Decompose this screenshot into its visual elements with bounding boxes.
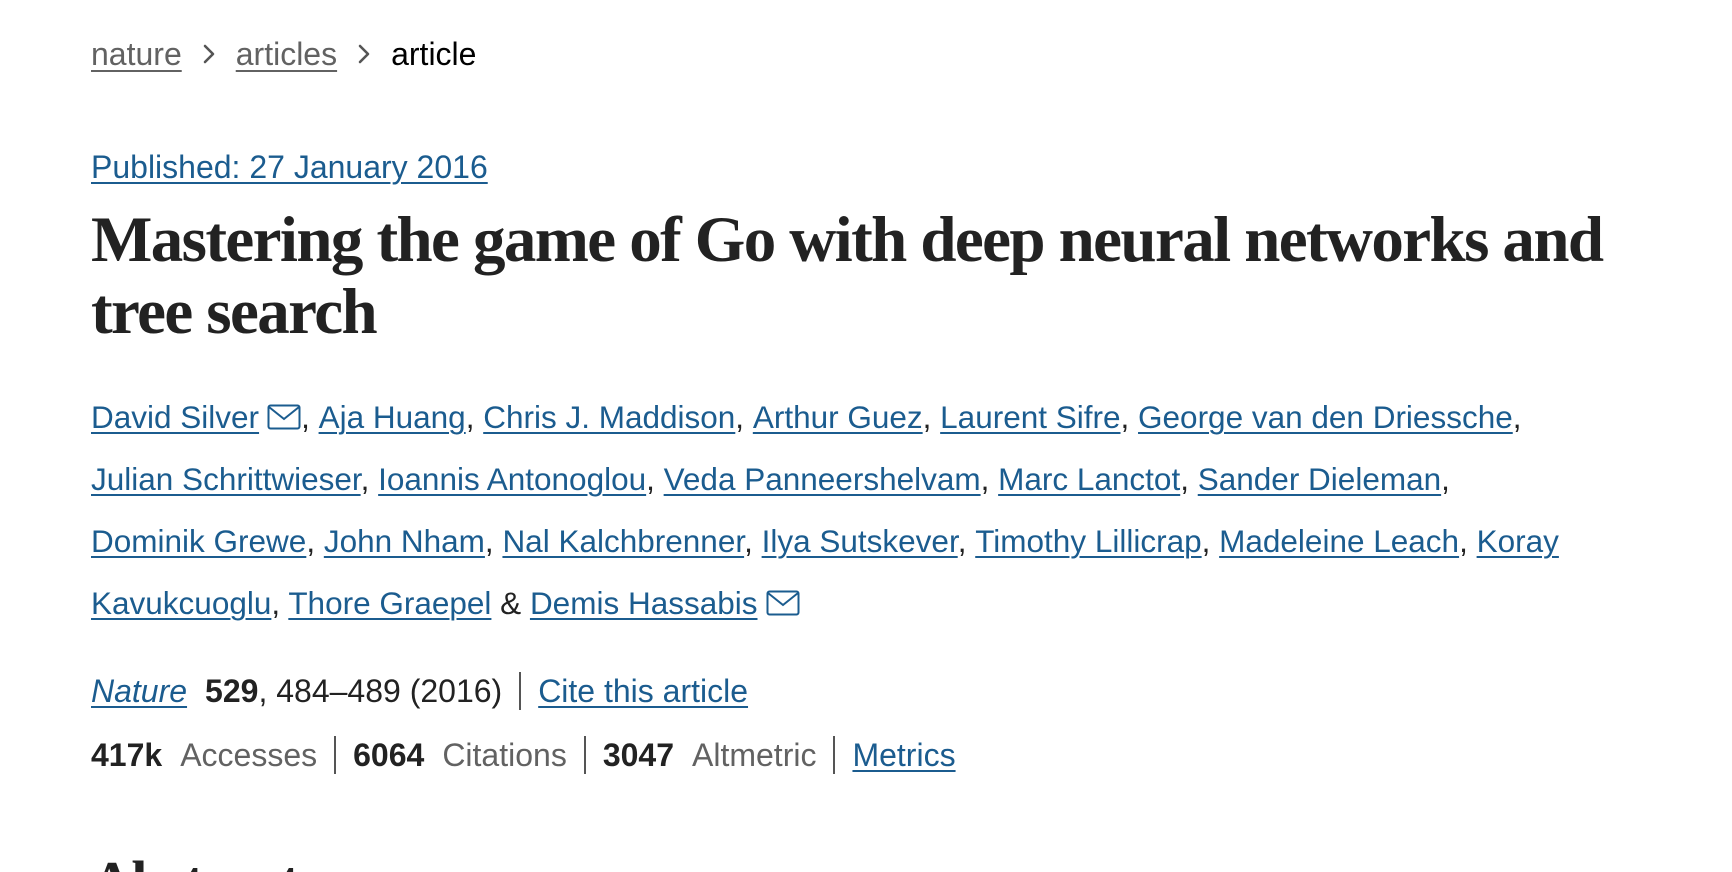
author-link[interactable]: Ilya Sutskever — [761, 523, 958, 559]
divider — [833, 736, 836, 774]
author-link[interactable]: David Silver — [91, 399, 260, 435]
journal-link[interactable]: Nature — [91, 673, 188, 709]
cite-this-article-link[interactable]: Cite this article — [538, 673, 749, 709]
breadcrumb-nature[interactable]: nature — [91, 36, 182, 72]
citations-count: 6064 — [353, 737, 425, 773]
metrics-link[interactable]: Metrics — [852, 737, 956, 773]
metrics-line: 417k Accesses 6064 Citations 3047 Altmet… — [91, 733, 956, 777]
author-link[interactable]: Nal Kalchbrenner — [502, 523, 745, 559]
author-link[interactable]: Chris J. Maddison — [483, 399, 736, 435]
author-link[interactable]: Dominik Grewe — [91, 523, 307, 559]
chevron-right-icon — [182, 43, 236, 65]
accesses-label: Accesses — [180, 737, 318, 773]
author-link[interactable]: Thore Graepel — [288, 585, 492, 621]
author-link[interactable]: Sander Dieleman — [1197, 461, 1442, 497]
author-link[interactable]: Madeleine Leach — [1219, 523, 1460, 559]
citations-label: Citations — [442, 737, 567, 773]
author-link[interactable]: Julian Schrittwieser — [91, 461, 361, 497]
divider — [583, 736, 586, 774]
author-link[interactable]: Aja Huang — [318, 399, 466, 435]
author-link[interactable]: George van den Driessche — [1138, 399, 1513, 435]
pages-year: , 484–489 (2016) — [258, 673, 503, 709]
volume-number: 529 — [205, 673, 259, 709]
author-link[interactable]: Koray Kavukcuoglu — [91, 523, 1559, 621]
abstract-heading: Abstract — [91, 852, 300, 872]
author-link[interactable]: John Nham — [323, 523, 485, 559]
article-title: Mastering the game of Go with deep neura… — [91, 204, 1604, 348]
divider — [334, 736, 337, 774]
chevron-right-icon — [337, 43, 391, 65]
breadcrumb-articles[interactable]: articles — [235, 36, 338, 72]
accesses-count: 417k — [91, 737, 163, 773]
author-link[interactable]: Timothy Lillicrap — [975, 523, 1202, 559]
author-link[interactable]: Marc Lanctot — [998, 461, 1181, 497]
breadcrumb: nature articles article — [91, 32, 476, 76]
mail-icon[interactable] — [766, 574, 800, 616]
divider — [519, 672, 522, 710]
altmetric-score: 3047 — [602, 737, 674, 773]
citation-line: Nature 529 , 484–489 (2016) Cite this ar… — [91, 669, 748, 713]
author-link[interactable]: Arthur Guez — [752, 399, 923, 435]
author-link[interactable]: Veda Panneershelvam — [663, 461, 981, 497]
mail-icon[interactable] — [267, 388, 301, 430]
author-link[interactable]: Laurent Sifre — [940, 399, 1121, 435]
breadcrumb-current: article — [391, 36, 477, 72]
author-link[interactable]: Ioannis Antonoglou — [378, 461, 647, 497]
altmetric-label: Altmetric — [692, 737, 817, 773]
author-list: David Silver, Aja Huang, Chris J. Maddis… — [91, 386, 1651, 634]
author-link[interactable]: Demis Hassabis — [529, 585, 758, 621]
published-date-link[interactable]: Published: 27 January 2016 — [91, 149, 488, 185]
